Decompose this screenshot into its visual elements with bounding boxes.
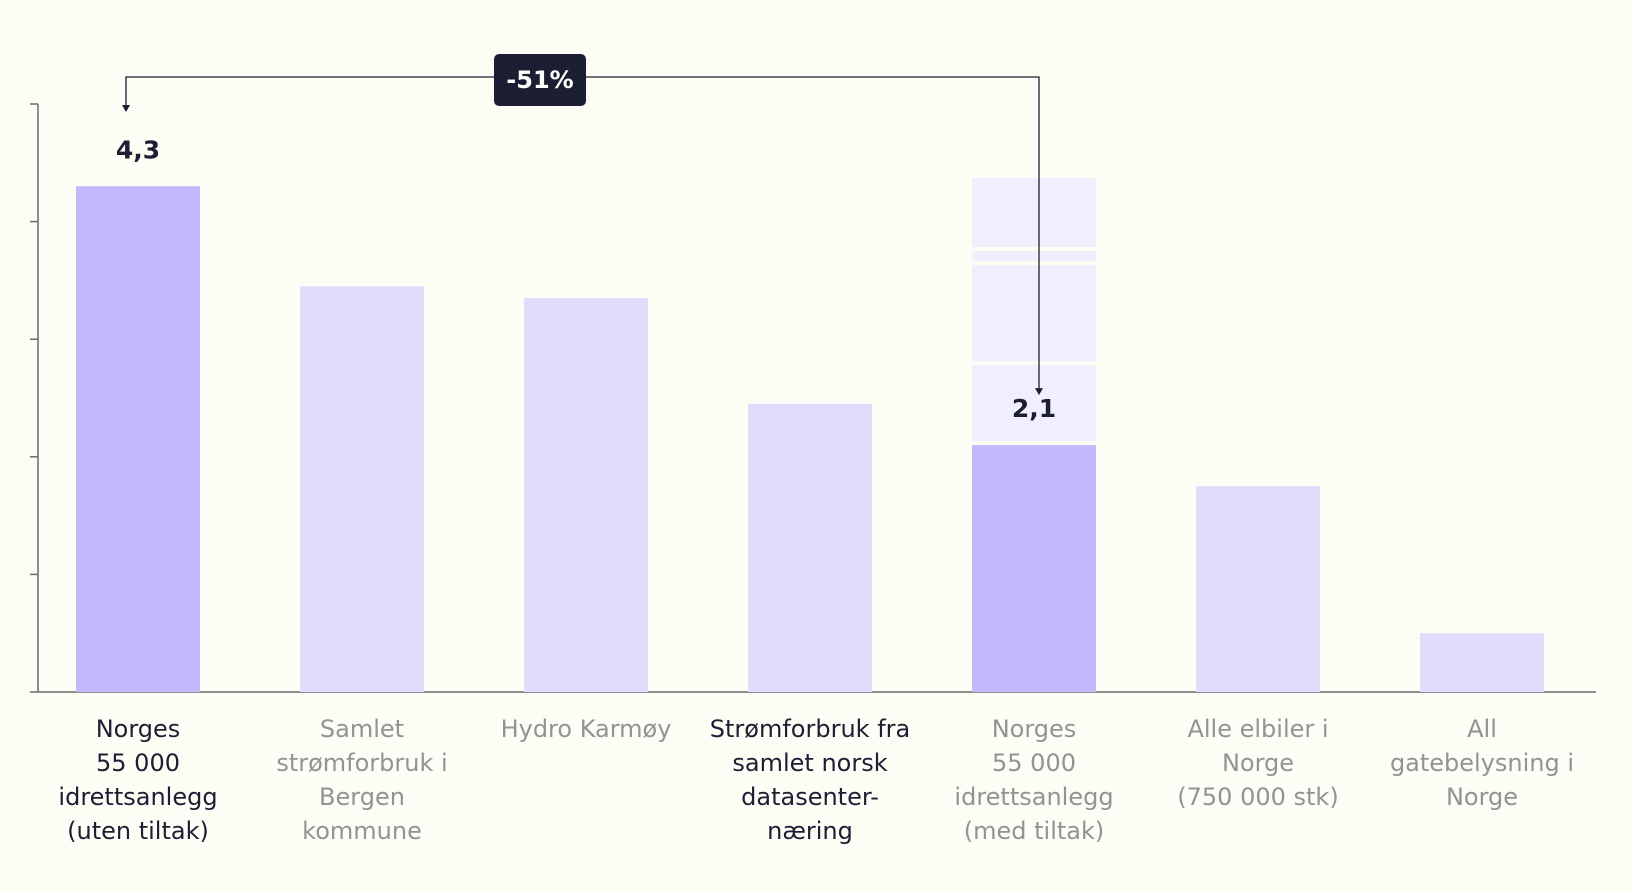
bar-6 bbox=[1420, 633, 1544, 692]
bars: 4,3 2,1 bbox=[76, 135, 1544, 692]
category-label-1-line-0: Samlet bbox=[320, 715, 404, 743]
category-label-0-line-3: (uten tiltak) bbox=[67, 817, 209, 845]
bar-0 bbox=[76, 186, 200, 692]
savings-segment-3 bbox=[972, 178, 1096, 247]
annotation: -51% bbox=[122, 54, 1043, 396]
category-label-4: Norges 55 000 idrettsanlegg (med tiltak) bbox=[954, 715, 1113, 845]
category-label-0-line-0: Norges bbox=[96, 715, 181, 743]
category-label-4-line-3: (med tiltak) bbox=[964, 817, 1105, 845]
category-label-2-line-0: Hydro Karmøy bbox=[501, 715, 672, 743]
value-label-4: 2,1 bbox=[1012, 394, 1056, 423]
category-label-2: Hydro Karmøy bbox=[501, 715, 672, 743]
annotation-label: -51% bbox=[506, 66, 573, 94]
category-label-3-line-1: samlet norsk bbox=[732, 749, 887, 777]
category-label-3-line-0: Strømforbruk fra bbox=[710, 715, 910, 743]
savings-segment-1 bbox=[972, 265, 1096, 362]
arrowhead-right bbox=[1035, 388, 1043, 396]
category-label-1-line-2: Bergen bbox=[319, 783, 405, 811]
category-label-6-line-2: Norge bbox=[1446, 783, 1518, 811]
category-label-5: Alle elbiler i Norge (750 000 stk) bbox=[1177, 715, 1338, 811]
category-label-5-line-0: Alle elbiler i bbox=[1187, 715, 1328, 743]
annotation-badge bbox=[494, 54, 586, 106]
category-label-1-line-1: strømforbruk i bbox=[276, 749, 447, 777]
category-label-6-line-0: All bbox=[1467, 715, 1497, 743]
category-label-0-line-1: 55 000 bbox=[96, 749, 180, 777]
category-label-3-line-3: næring bbox=[767, 817, 853, 845]
category-label-6: All gatebelysning i Norge bbox=[1390, 715, 1574, 811]
category-label-6-line-1: gatebelysning i bbox=[1390, 749, 1574, 777]
savings-segment-0 bbox=[972, 365, 1096, 442]
category-label-1: Samlet strømforbruk i Bergen kommune bbox=[276, 715, 447, 845]
category-label-0: Norges 55 000 idrettsanlegg (uten tiltak) bbox=[58, 715, 217, 845]
savings-segment-2 bbox=[972, 251, 1096, 262]
category-label-4-line-1: 55 000 bbox=[992, 749, 1076, 777]
category-label-4-line-0: Norges bbox=[992, 715, 1077, 743]
value-label-0: 4,3 bbox=[116, 135, 160, 164]
bar-3 bbox=[748, 403, 872, 692]
category-label-3-line-2: datasenter- bbox=[741, 783, 879, 811]
category-label-0-line-2: idrettsanlegg bbox=[58, 783, 217, 811]
arrowhead-left bbox=[122, 105, 130, 112]
category-label-3: Strømforbruk fra samlet norsk datasenter-n… bbox=[710, 715, 910, 845]
bar-4 bbox=[972, 445, 1096, 692]
category-label-5-line-1: Norge bbox=[1222, 749, 1294, 777]
bar-5 bbox=[1196, 486, 1320, 692]
category-labels: Norges 55 000 idrettsanlegg (uten tiltak) Sa… bbox=[58, 715, 1574, 845]
category-label-5-line-2: (750 000 stk) bbox=[1177, 783, 1338, 811]
category-label-1-line-3: kommune bbox=[302, 817, 422, 845]
bar-2 bbox=[524, 298, 648, 692]
bar-1 bbox=[300, 286, 424, 692]
category-label-4-line-2: idrettsanlegg bbox=[954, 783, 1113, 811]
